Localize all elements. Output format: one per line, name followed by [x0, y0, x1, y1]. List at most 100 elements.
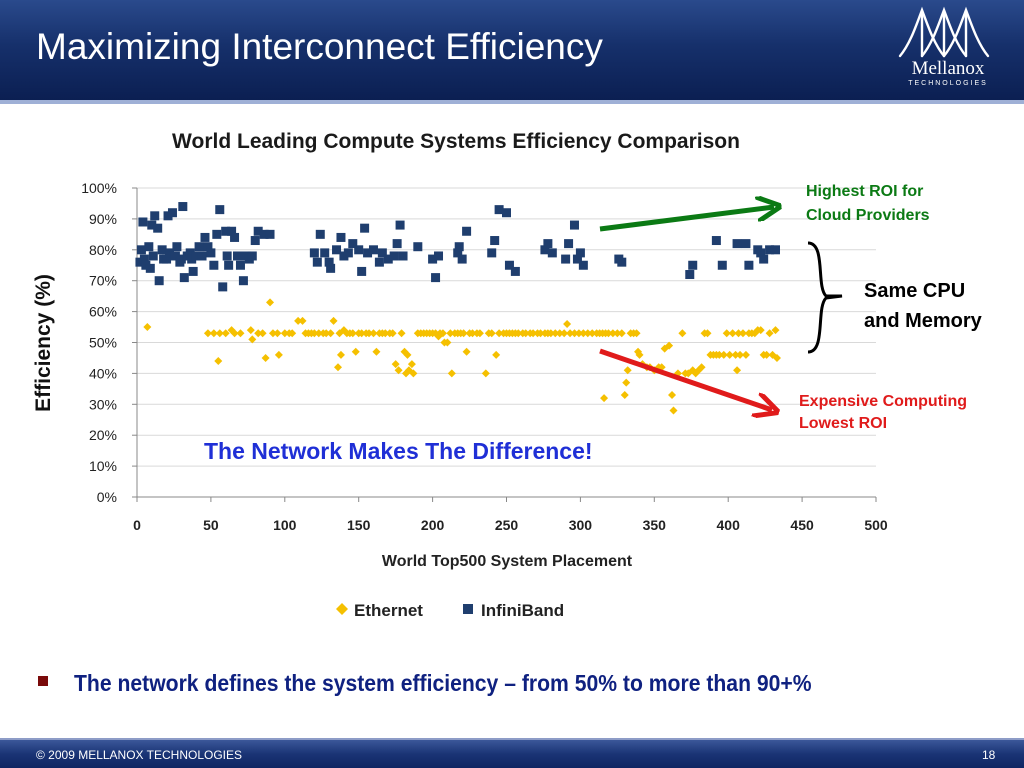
- infiniband-point: [392, 239, 402, 249]
- y-tick-label: 70%: [89, 273, 117, 289]
- infiniband-point: [348, 239, 358, 249]
- infiniband-point: [759, 254, 769, 264]
- header-bar: [0, 0, 1024, 100]
- infiniband-point: [617, 257, 627, 267]
- ethernet-point: [617, 329, 626, 338]
- ethernet-point: [635, 350, 644, 359]
- infiniband-point: [326, 263, 336, 273]
- slide-title: Maximizing Interconnect Efficiency: [36, 26, 603, 67]
- infiniband-point: [561, 254, 571, 264]
- ethernet-point: [314, 329, 323, 338]
- ethernet-point: [583, 329, 592, 338]
- ethernet-point: [733, 366, 742, 375]
- x-tick-label: 450: [790, 517, 814, 533]
- infiniband-point: [569, 220, 579, 230]
- ethernet-point: [143, 323, 152, 332]
- annotation-highest-roi-line1: Highest ROI for: [806, 183, 924, 200]
- infiniband-point: [363, 248, 373, 258]
- page-number: 18: [982, 748, 996, 762]
- ethernet-point: [728, 329, 737, 338]
- infiniband-point: [212, 229, 222, 239]
- infiniband-point: [462, 226, 472, 236]
- legend-infiniband-marker: [463, 604, 473, 614]
- infiniband-point: [172, 242, 182, 252]
- infiniband-point: [453, 248, 463, 258]
- ethernet-point: [600, 394, 609, 403]
- infiniband-point: [206, 248, 216, 258]
- ethernet-point: [407, 360, 416, 369]
- ethernet-point: [394, 366, 403, 375]
- infiniband-point: [265, 229, 275, 239]
- ethernet-point: [438, 329, 447, 338]
- y-tick-label: 40%: [89, 365, 117, 381]
- infiniband-point: [383, 254, 393, 264]
- ethernet-point: [268, 329, 277, 338]
- ethernet-point: [403, 350, 412, 359]
- infiniband-point: [320, 248, 330, 258]
- ethernet-point: [555, 329, 564, 338]
- infiniband-point: [150, 211, 160, 221]
- ethernet-point: [566, 329, 575, 338]
- annotation-same-cpu-line2: and Memory: [864, 310, 982, 332]
- infiniband-point: [543, 239, 553, 249]
- infiniband-point: [194, 242, 204, 252]
- infiniband-point: [309, 248, 319, 258]
- ethernet-point: [462, 347, 471, 356]
- ethernet-point: [391, 360, 400, 369]
- x-tick-label: 150: [347, 517, 371, 533]
- infiniband-point: [368, 245, 378, 255]
- infiniband-point: [457, 254, 467, 264]
- ethernet-point: [298, 316, 307, 325]
- bullet-square-icon: [38, 676, 48, 686]
- mellanox-logo-icon: [898, 6, 990, 58]
- ethernet-point: [459, 329, 468, 338]
- x-axis-label: World Top500 System Placement: [382, 553, 633, 570]
- ethernet-point: [492, 350, 501, 359]
- ethernet-point: [215, 329, 224, 338]
- infiniband-point: [428, 254, 438, 264]
- ethernet-point: [372, 347, 381, 356]
- infiniband-point: [162, 254, 172, 264]
- infiniband-point: [238, 276, 248, 286]
- infiniband-point: [203, 242, 213, 252]
- ethernet-point: [738, 329, 747, 338]
- ethernet-point: [357, 329, 366, 338]
- infiniband-point: [209, 260, 219, 270]
- ethernet-point: [487, 329, 496, 338]
- x-tick-label: 50: [203, 517, 219, 533]
- infiniband-point: [741, 239, 751, 249]
- x-tick-label: 400: [717, 517, 741, 533]
- infiniband-point: [510, 266, 520, 276]
- ethernet-point: [280, 329, 289, 338]
- ethernet-point: [546, 329, 555, 338]
- infiniband-point: [502, 208, 511, 218]
- infiniband-point: [154, 276, 164, 286]
- x-tick-label: 500: [864, 517, 888, 533]
- y-tick-label: 50%: [89, 335, 117, 351]
- ethernet-point: [669, 406, 678, 415]
- infiniband-point: [487, 248, 497, 258]
- infiniband-point: [490, 236, 500, 246]
- infiniband-point: [250, 236, 260, 246]
- infiniband-point: [136, 245, 146, 255]
- ethernet-point: [326, 329, 335, 338]
- red-arrow: [599, 348, 772, 410]
- infiniband-point: [200, 232, 210, 242]
- ethernet-point: [348, 329, 357, 338]
- infiniband-point: [197, 251, 207, 261]
- ethernet-point: [351, 347, 360, 356]
- x-tick-label: 0: [133, 517, 141, 533]
- infiniband-point: [247, 251, 257, 261]
- infiniband-point: [332, 245, 342, 255]
- infiniband-point: [572, 254, 582, 264]
- infiniband-point: [222, 251, 232, 261]
- x-tick-label: 350: [643, 517, 667, 533]
- infiniband-point: [185, 248, 195, 258]
- ethernet-point: [725, 350, 734, 359]
- infiniband-point: [233, 251, 243, 261]
- ethernet-point: [481, 369, 490, 378]
- infiniband-point: [374, 257, 384, 267]
- ethernet-point: [447, 369, 456, 378]
- ethernet-point: [274, 350, 283, 359]
- ethernet-point: [762, 350, 771, 359]
